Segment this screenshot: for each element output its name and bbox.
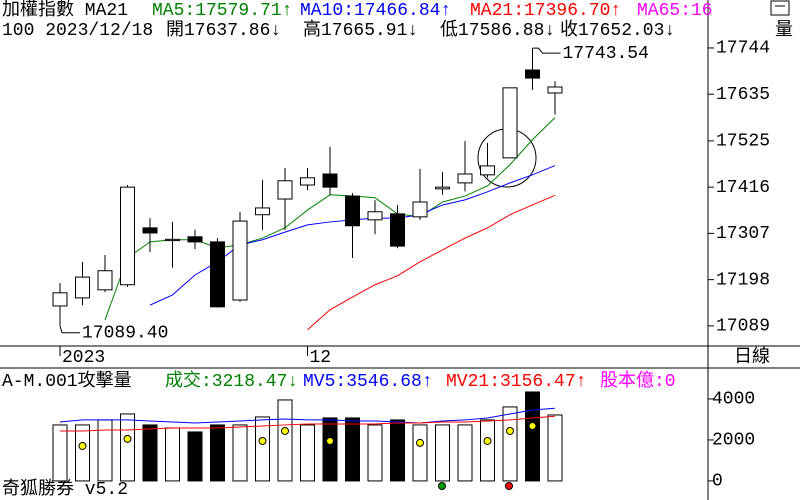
info-text: 高17665.91↓ [303, 19, 418, 41]
volume-bar [525, 391, 540, 482]
volume-bar [480, 419, 495, 482]
signal-marker [438, 482, 446, 490]
y-tick-label: 17198 [716, 270, 770, 290]
candle-body [187, 236, 203, 243]
candle-body [210, 241, 225, 308]
signal-dot [483, 436, 492, 445]
volume-bar [142, 424, 158, 482]
volume-bar [345, 417, 360, 482]
candle-body [165, 238, 180, 242]
candle-body [52, 292, 68, 307]
info-text: A-M.001攻擊量 [2, 370, 132, 392]
info-text: 收17652.03↓ [560, 19, 675, 41]
ma-line [307, 194, 556, 331]
signal-dot [528, 421, 537, 430]
info-text: 股本億:0 [600, 370, 676, 392]
candle-body [345, 195, 360, 227]
candle-body [435, 186, 450, 190]
volume-bar [502, 406, 518, 482]
volume-bar [277, 399, 293, 482]
window-button[interactable] [770, 0, 790, 16]
info-text: 100 2023/12/18 [2, 21, 153, 41]
candle-body [75, 276, 90, 299]
info-text: MV21:3156.47↑ [446, 372, 586, 392]
info-text: 加權指數 MA21 [2, 0, 128, 21]
volume-bar [435, 424, 450, 482]
volume-bar [165, 427, 180, 482]
candle-body [480, 165, 495, 176]
y-tick-label: 2000 [712, 431, 755, 451]
volume-bar [367, 424, 383, 482]
candle-body [547, 86, 563, 94]
signal-dot [506, 426, 514, 435]
period-label: 日線 [734, 346, 770, 368]
signal-dot [123, 434, 132, 443]
y-tick-label: 17525 [716, 132, 770, 152]
candle-body [255, 207, 270, 216]
x-tick-label: 12 [310, 348, 332, 368]
y-tick-label: 17744 [716, 39, 770, 59]
candle-body [412, 201, 428, 218]
volume-bar [412, 424, 428, 482]
candle-body [390, 213, 405, 247]
signal-dot [78, 441, 87, 450]
max-pointer [532, 47, 561, 54]
volume-bar [210, 424, 225, 482]
signal-dot [326, 436, 334, 445]
info-text: MA65:16 [637, 1, 713, 21]
signal-dot [416, 438, 424, 447]
info-text: 低17586.88↓ [440, 19, 555, 41]
volume-bar [457, 424, 473, 482]
volume-bar [52, 424, 68, 482]
candle-body [232, 220, 248, 301]
candle-body [322, 173, 338, 188]
volume-bar [322, 417, 338, 482]
volume-bar [97, 419, 113, 482]
volume-bar [300, 424, 315, 482]
candle-body [120, 186, 135, 286]
y-tick-label: 17089 [716, 317, 770, 337]
volume-bar [232, 424, 248, 482]
signal-dot [281, 426, 289, 435]
y-tick-label: 17416 [716, 178, 770, 198]
ma-line [60, 415, 556, 432]
info-text: 成交:3218.47↓ [165, 370, 298, 392]
volume-bar [255, 416, 270, 482]
info-text: 量 [775, 19, 793, 41]
candle-body [277, 180, 293, 200]
info-text: MA10:17466.84↑ [300, 1, 451, 21]
candle-body [457, 173, 473, 184]
min-label: 17089.40 [82, 323, 168, 343]
min-pointer [59, 325, 80, 334]
volume-bar [120, 413, 135, 482]
info-text: 開17637.86↓ [166, 20, 281, 41]
footer: 奇狐勝券 v5.2 [2, 478, 128, 500]
candle-body [525, 69, 540, 79]
x-tick-label: 2023 [62, 348, 105, 368]
info-text: MA5:17579.71↑ [152, 1, 292, 21]
signal-dot [258, 436, 267, 445]
info-text: MA21:17396.70↑ [470, 1, 621, 21]
candle-body [142, 227, 158, 234]
candle-body [502, 87, 518, 159]
y-tick-label: 4000 [712, 390, 755, 410]
info-text: MV5:3546.68↑ [303, 372, 433, 392]
ma-line [59, 407, 556, 424]
candle-body [367, 211, 383, 221]
volume-bar [547, 414, 563, 482]
volume-bar [390, 419, 405, 482]
y-tick-label: 17635 [716, 85, 770, 105]
candle-body [97, 270, 113, 291]
candle-body [300, 177, 315, 186]
signal-marker [505, 482, 513, 490]
volume-bar [187, 431, 203, 482]
max-label: 17743.54 [563, 44, 649, 64]
y-tick-label: 17307 [716, 224, 770, 244]
volume-bar [75, 424, 90, 482]
y-tick-label: 0 [712, 472, 723, 492]
